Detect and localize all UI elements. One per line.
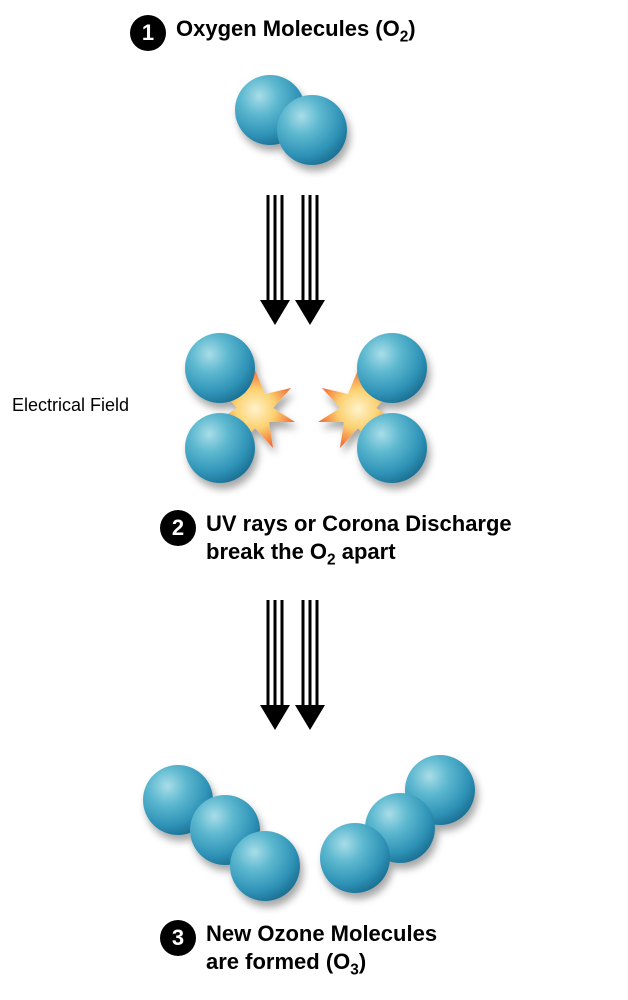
arrows-1: [260, 195, 325, 325]
diagram-svg: [0, 0, 628, 1000]
stage2-left-group: [185, 333, 295, 483]
stage1-o2-molecule: [235, 75, 347, 165]
stage2-right-group: [318, 333, 427, 483]
stage3-left-o3: [143, 765, 300, 901]
arrows-2: [260, 600, 325, 730]
stage3-right-o3: [320, 755, 475, 893]
